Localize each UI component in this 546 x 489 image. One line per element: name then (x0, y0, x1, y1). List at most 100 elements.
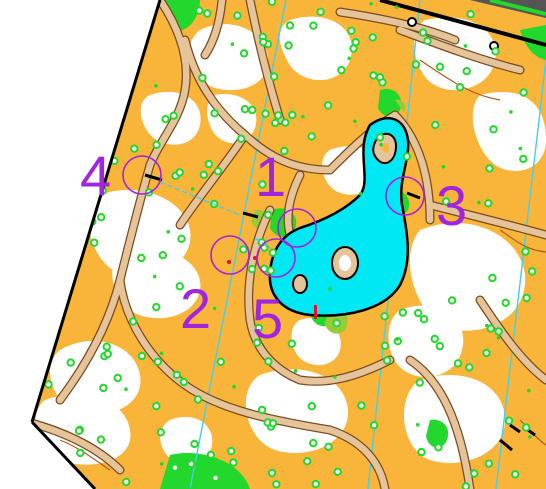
vegetation-dot (528, 435, 532, 439)
tree-symbol (333, 467, 342, 476)
tree-symbol (347, 26, 356, 35)
tree-symbol (152, 302, 161, 312)
tree-symbol (268, 419, 278, 428)
tree-symbol (519, 88, 528, 97)
vegetation-dot (369, 2, 373, 6)
tree-symbol (128, 317, 138, 326)
tree-symbol (369, 71, 378, 80)
control-circle-1 (277, 208, 317, 248)
vegetation-dot (347, 56, 352, 61)
tree-symbol (431, 120, 440, 130)
tree-symbol (216, 357, 226, 366)
tree-symbol (311, 479, 320, 489)
tree-symbol (199, 170, 209, 180)
tree-symbol (462, 67, 471, 76)
tree-symbol (252, 338, 262, 347)
tree-symbol (74, 426, 84, 435)
tree-symbol (172, 370, 182, 380)
tree-symbol (309, 21, 318, 30)
vegetation-dot (212, 306, 217, 311)
tree-symbol (267, 468, 277, 478)
control-number-5: 5 (252, 287, 283, 350)
tree-symbol (491, 47, 500, 56)
tree-symbol (494, 327, 503, 336)
tree-symbol (280, 146, 289, 156)
tree-symbol (465, 363, 474, 372)
vegetation-dot (154, 84, 158, 88)
tree-symbol (137, 351, 147, 361)
tree-symbol (368, 33, 377, 42)
tree-symbol (272, 480, 281, 489)
vegetation-dot (353, 119, 357, 124)
tree-symbol (247, 264, 257, 274)
vegetation-dot (441, 165, 446, 169)
course-leg-2-5 (254, 237, 271, 249)
tree-symbol (485, 164, 494, 173)
tree-symbol (455, 83, 465, 92)
tree-symbol (447, 296, 457, 305)
tree-symbol (284, 41, 293, 50)
map-border (30, 0, 162, 489)
vegetation-dot (394, 5, 399, 9)
tree-symbol (203, 9, 212, 18)
vegetation-dot (358, 192, 363, 196)
tree-symbol (288, 110, 297, 120)
tree-symbol (511, 470, 520, 479)
control-number-2: 2 (180, 277, 211, 340)
tree-symbol (489, 125, 498, 134)
tree-symbol (153, 357, 163, 366)
control-number-1: 1 (255, 145, 286, 208)
tree-symbol (486, 324, 495, 333)
tree-symbol (113, 373, 122, 383)
tree-symbol (206, 450, 216, 460)
tree-symbol (414, 308, 423, 318)
tree-symbol (435, 62, 445, 72)
tree-symbol (287, 339, 296, 348)
tree-symbol (156, 428, 166, 437)
tree-symbol (258, 180, 267, 189)
railway (379, 0, 546, 51)
tree-symbol (227, 446, 236, 456)
tree-symbol (418, 28, 428, 37)
tree-symbol (398, 308, 407, 317)
tree-symbol (161, 115, 170, 124)
tree-symbol (484, 199, 493, 208)
vegetation-dot (333, 375, 337, 379)
tree-symbol (380, 341, 390, 350)
tree-symbol (528, 267, 537, 276)
vegetation-dot (379, 142, 383, 147)
vegetation-dot (159, 351, 164, 356)
tree-symbol (324, 442, 333, 451)
tree-symbol (441, 197, 451, 206)
tree-symbol (66, 358, 75, 367)
tree-symbol (380, 312, 389, 321)
vegetation-dot (190, 187, 195, 191)
tree-symbol (357, 401, 366, 410)
vegetation-dot (395, 337, 400, 341)
tree-symbol (423, 36, 432, 46)
vegetation-dot (301, 114, 305, 119)
tree-symbol (266, 266, 275, 275)
tree-symbol (470, 469, 479, 478)
tree-symbol (152, 140, 161, 150)
tree-symbol (76, 448, 85, 458)
tree-symbol (195, 6, 204, 15)
tree-symbol (152, 401, 161, 411)
tree-symbol (323, 101, 333, 110)
vegetation-dot (152, 274, 157, 279)
tree-symbol (484, 459, 493, 468)
course-leg-4-1 (159, 181, 241, 216)
tree-symbol (430, 334, 439, 344)
tree-symbol (375, 133, 385, 142)
control-circle-2 (210, 235, 250, 275)
tree-symbol (257, 405, 267, 415)
tree-symbol (482, 348, 491, 358)
tree-symbol (337, 65, 346, 75)
vegetation-dot (509, 110, 513, 114)
vegetation-dot (293, 369, 298, 373)
tree-symbol (504, 416, 514, 425)
tree-symbol (44, 380, 53, 389)
vegetation-dot (232, 384, 236, 389)
tree-symbol (411, 60, 421, 69)
tree-symbol (435, 341, 444, 351)
